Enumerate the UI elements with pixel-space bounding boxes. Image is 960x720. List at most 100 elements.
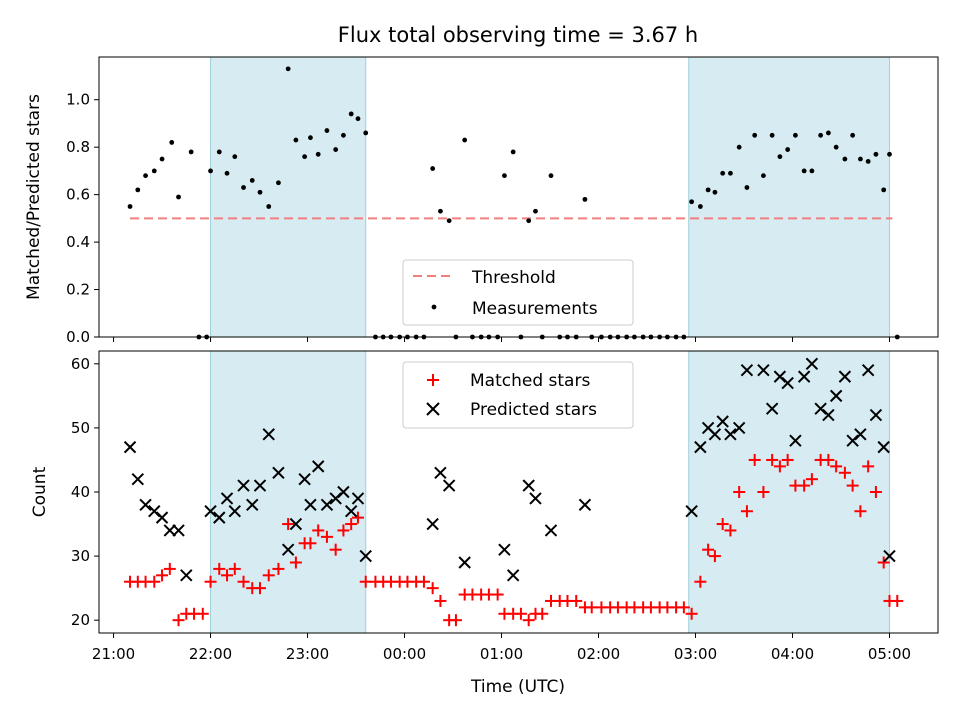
top-y-tick-label: 0.0 (66, 328, 90, 346)
predicted-star-point (869, 408, 883, 422)
bottom-x-tick-label: 21:00 (92, 645, 135, 663)
measurement-point (533, 208, 538, 214)
measurement-point (502, 173, 507, 179)
measurement-point (548, 173, 554, 179)
predicted-marker-b (262, 428, 275, 441)
predicted-star-point (131, 472, 145, 486)
predicted-marker-b (148, 505, 161, 518)
measurement-point (809, 168, 815, 174)
matched-star-point (163, 562, 176, 575)
matched-star-point (805, 473, 818, 486)
predicted-star-point (304, 498, 317, 512)
predicted-marker-b (359, 549, 372, 563)
matched-star-point (514, 607, 527, 620)
predicted-marker-b (765, 402, 779, 415)
bottom-legend-box (402, 361, 634, 429)
matched-star-point (891, 594, 904, 607)
bottom-x-tick-label: 04:00 (771, 645, 814, 663)
measurement-point (446, 218, 452, 224)
bottom-y-tick-label: 50 (71, 419, 90, 437)
predicted-marker-b (180, 569, 193, 582)
predicted-star-point (272, 466, 285, 479)
predicted-star-point (854, 428, 867, 441)
measurement-point (285, 66, 291, 72)
predicted-marker-b (337, 485, 350, 499)
matched-star-point (272, 562, 285, 575)
measurement-point (151, 168, 157, 174)
predicted-star-point (724, 428, 737, 441)
top-y-tick-label: 0.6 (66, 186, 90, 204)
bottom-x-tick-label: 05:00 (868, 645, 911, 663)
predicted-star-point (822, 408, 835, 422)
bottom-shaded-span (210, 350, 367, 634)
matched-star-point (766, 453, 779, 466)
predicted-marker-b (732, 421, 746, 435)
predicted-star-point (359, 549, 372, 563)
top-shaded-span (688, 56, 891, 338)
measurement-point (333, 147, 339, 152)
predicted-star-point (498, 543, 511, 556)
predicted-star-point (732, 421, 746, 435)
matched-star-point (862, 460, 875, 473)
matched-star-point (740, 505, 753, 518)
predicted-star-point (506, 569, 520, 582)
predicted-marker-b (716, 415, 729, 428)
measurement-point (308, 135, 313, 141)
predicted-marker-b (426, 517, 439, 531)
measurement-point (363, 130, 369, 136)
matched-star-point (172, 614, 185, 627)
predicted-star-point (220, 492, 234, 505)
measurement-point (169, 140, 175, 145)
predicted-marker-b (304, 498, 317, 512)
measurement-point (777, 154, 783, 160)
matched-star-point (677, 601, 690, 614)
measurement-point (818, 132, 824, 138)
predicted-star-point (789, 434, 802, 447)
measurement-point (785, 147, 791, 152)
predicted-marker-b (708, 428, 722, 441)
predicted-marker-b (789, 434, 802, 447)
predicted-star-point (289, 517, 303, 531)
predicted-star-point (829, 389, 843, 403)
measurement-point (689, 199, 695, 205)
predicted-star-point (838, 370, 852, 383)
measurement-point (276, 180, 281, 186)
bottom-x-tick-label: 01:00 (480, 645, 523, 663)
predicted-marker-b (272, 466, 285, 479)
predicted-star-point (172, 524, 185, 537)
predicted-marker-b (458, 556, 471, 569)
predicted-star-point (262, 428, 275, 441)
matched-star-point (196, 607, 209, 620)
measurement-point (825, 130, 831, 136)
legend-measurements-label: Measurements (472, 299, 598, 319)
matched-star-point (838, 466, 851, 479)
predicted-star-point (228, 505, 241, 518)
predicted-stars-points (123, 357, 896, 582)
bottom-shaded-spans (210, 350, 891, 634)
predicted-marker-b (298, 472, 311, 486)
predicted-star-point (797, 370, 811, 383)
measurement-point (324, 128, 330, 133)
bottom-x-tick-label: 02:00 (577, 645, 620, 663)
matched-star-point (262, 569, 275, 582)
predicted-marker-b (724, 428, 737, 441)
predicted-star-point (351, 492, 365, 505)
measurement-point (355, 116, 361, 122)
measurement-point (873, 151, 879, 157)
measurement-point (293, 137, 299, 143)
legend-matched-label: Matched stars (470, 371, 590, 391)
measurement-point (127, 204, 133, 209)
predicted-marker-b (822, 408, 835, 422)
bottom-y-ticks: 20 30 40 50 60 (71, 355, 99, 629)
predicted-marker-b (529, 492, 542, 505)
predicted-star-point (213, 511, 226, 524)
predicted-star-point (180, 569, 193, 582)
bottom-y-axis-label: Count (30, 466, 50, 517)
matched-star-point (237, 575, 250, 588)
top-y-tick-label: 0.8 (66, 138, 90, 156)
predicted-marker-b (434, 466, 447, 479)
predicted-star-point (805, 357, 819, 371)
predicted-marker-b (228, 505, 241, 518)
matched-star-point (869, 486, 882, 498)
predicted-star-point (311, 460, 325, 473)
